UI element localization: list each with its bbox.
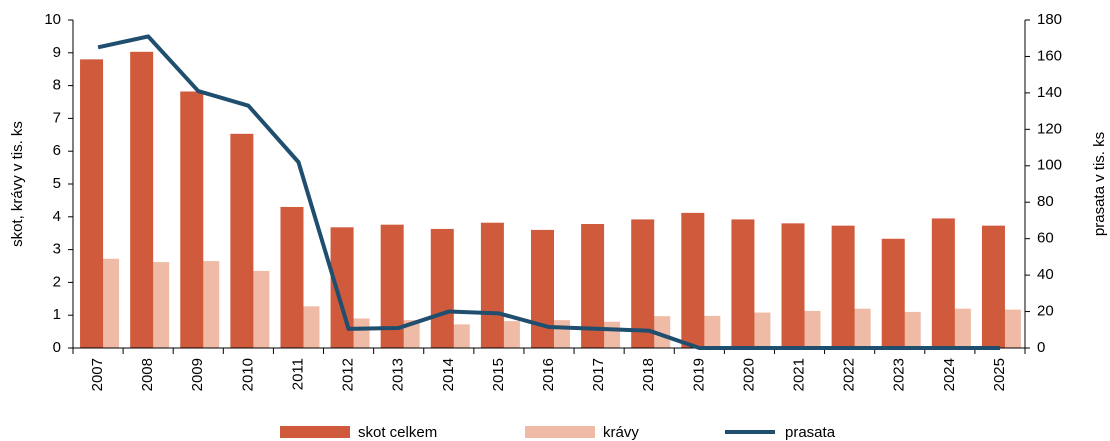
bar — [130, 51, 154, 348]
y-tick-label: 9 — [53, 44, 61, 61]
x-tick-label: 2016 — [540, 358, 557, 391]
bar — [180, 91, 204, 348]
bar — [330, 227, 354, 348]
bar — [931, 218, 955, 348]
bar — [831, 225, 855, 348]
x-tick-label: 2008 — [139, 358, 156, 391]
y-tick-label: 8 — [53, 77, 61, 94]
y-tick-label: 4 — [53, 208, 61, 225]
bar — [631, 219, 655, 348]
bar — [781, 223, 805, 348]
x-tick-label: 2017 — [590, 358, 607, 391]
x-tick-label: 2024 — [941, 358, 958, 391]
y-tick-label: 6 — [53, 142, 61, 159]
bar — [881, 238, 905, 348]
y-tick-label: 7 — [53, 109, 61, 126]
x-tick-label: 2014 — [440, 358, 457, 391]
x-tick-label: 2020 — [740, 358, 757, 391]
legend-swatch — [525, 426, 595, 438]
y-tick-label: 5 — [53, 175, 61, 192]
x-tick-label: 2021 — [790, 358, 807, 391]
y-tick-label: 2 — [53, 273, 61, 290]
x-tick-label: 2009 — [189, 358, 206, 391]
y2-tick-label: 60 — [1037, 230, 1054, 247]
x-tick-label: 2019 — [690, 358, 707, 391]
bar — [480, 222, 504, 348]
x-tick-label: 2023 — [891, 358, 908, 391]
y-tick-label: 3 — [53, 241, 61, 258]
x-tick-label: 2025 — [991, 358, 1008, 391]
bar — [430, 228, 454, 348]
legend-label: krávy — [603, 424, 639, 441]
y2-tick-label: 20 — [1037, 303, 1054, 320]
bar — [581, 224, 605, 348]
y2-tick-label: 140 — [1037, 84, 1062, 101]
bar — [230, 133, 254, 348]
y2-axis-title: prasata v tis. ks — [1091, 132, 1108, 236]
y2-tick-label: 0 — [1037, 339, 1045, 356]
x-tick-label: 2011 — [289, 358, 306, 390]
legend-swatch — [280, 426, 350, 438]
bar — [280, 206, 304, 348]
y2-tick-label: 120 — [1037, 120, 1062, 137]
y-tick-label: 0 — [53, 339, 61, 356]
bar — [80, 59, 104, 349]
legend-label: skot celkem — [358, 424, 437, 441]
x-tick-label: 2018 — [640, 358, 657, 391]
x-tick-label: 2010 — [239, 358, 256, 391]
bar — [380, 224, 404, 348]
bar — [981, 225, 1005, 348]
y2-tick-label: 180 — [1037, 11, 1062, 28]
y-tick-label: 1 — [53, 306, 61, 323]
x-tick-label: 2022 — [841, 358, 858, 391]
bar — [731, 219, 755, 348]
y2-tick-label: 40 — [1037, 266, 1054, 283]
x-tick-label: 2007 — [89, 358, 106, 391]
bar — [531, 229, 554, 348]
x-tick-label: 2013 — [390, 358, 407, 391]
legend-label: prasata — [785, 424, 836, 441]
y2-tick-label: 160 — [1037, 47, 1062, 64]
y-tick-label: 10 — [44, 11, 61, 28]
bar — [681, 212, 705, 348]
x-tick-label: 2015 — [490, 358, 507, 391]
y2-tick-label: 100 — [1037, 157, 1062, 174]
y-axis-title: skot, krávy v tis. ks — [9, 121, 26, 247]
line — [97, 34, 1000, 350]
x-tick-label: 2012 — [340, 358, 357, 391]
y2-tick-label: 80 — [1037, 193, 1054, 210]
